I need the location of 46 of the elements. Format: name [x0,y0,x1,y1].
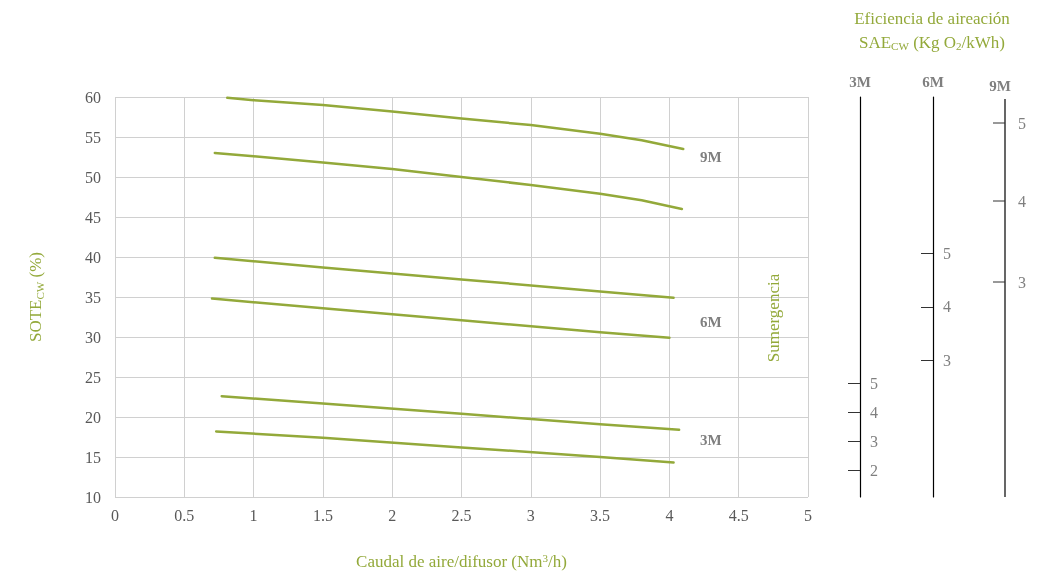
y-tick-label: 35 [85,288,101,306]
y3-axis-title: 6M [922,73,944,90]
y2-tick-label: 2 [870,462,878,480]
y-tick-label: 45 [85,208,101,226]
y3-tick-label: 5 [943,245,951,263]
annotation: 6M [699,313,722,330]
y2-tick-label: 5 [870,374,878,392]
x-tick-label: 2.5 [451,506,472,524]
y3-tick-label: 4 [943,298,951,316]
annotation: Sumergencia [763,273,783,363]
annotation: 9M [699,149,722,165]
x-tick-label: 0.5 [174,506,195,524]
text: 3 [1018,273,1026,291]
y-tick-label: 20 [85,408,101,426]
text: 9M [989,78,1011,94]
annotation: 3M [699,432,722,449]
y-tick-label: 25 [85,368,101,386]
y2-tick-label: 4 [870,403,878,421]
y2-tick-label: 3 [870,433,878,451]
y2-axis-title: 3M [849,73,871,90]
x-tick-label: 1 [249,506,258,524]
y-tick-label: 55 [85,128,101,146]
line-series [214,430,675,464]
y-tick-label: 60 [85,88,101,106]
line-series [226,96,685,151]
y-tick-label: 10 [85,488,101,506]
x-tick-label: 4.5 [728,506,749,524]
x-tick-label: 5 [804,506,812,524]
y3-tick-label: 3 [943,351,951,369]
line-series [213,151,684,211]
line-series [213,256,675,300]
y-tick-label: 40 [85,248,101,266]
line-series [220,394,681,432]
x-tick-label: 4 [665,506,674,524]
line-series [210,297,671,340]
y-tick-label: 30 [85,328,101,346]
y-axis-title: SOTECW (%) [25,251,46,343]
x-tick-label: 0 [111,506,119,524]
text: 4 [1018,192,1026,210]
y-tick-label: 15 [85,448,101,466]
x-tick-label: 1.5 [312,506,333,524]
x-tick-label: 2 [388,506,397,524]
y-tick-label: 50 [85,168,101,186]
x-tick-label: 3 [526,506,535,524]
x-tick-label: 3.5 [590,506,611,524]
text: 5 [1018,114,1026,132]
